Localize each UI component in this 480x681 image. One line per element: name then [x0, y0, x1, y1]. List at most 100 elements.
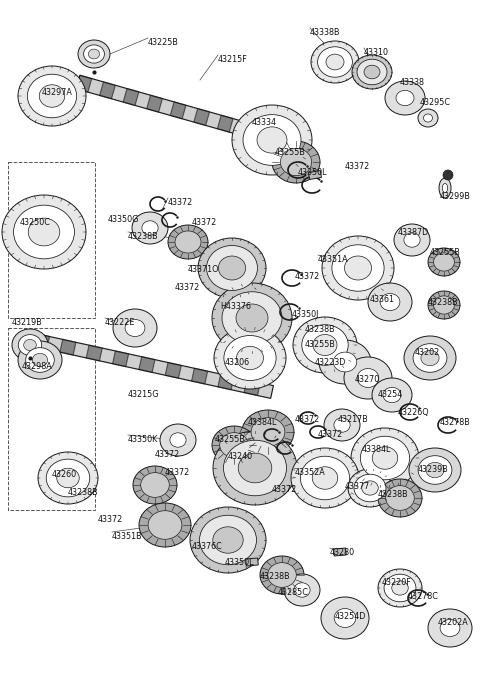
Ellipse shape — [38, 452, 98, 504]
Ellipse shape — [318, 47, 352, 77]
Ellipse shape — [218, 256, 246, 280]
Text: 43387D: 43387D — [398, 228, 429, 237]
Text: H43376: H43376 — [220, 302, 251, 311]
Ellipse shape — [224, 440, 287, 496]
Polygon shape — [123, 89, 139, 106]
Text: 43206: 43206 — [225, 358, 250, 367]
Ellipse shape — [418, 456, 452, 484]
Ellipse shape — [12, 329, 48, 361]
Text: 43338B: 43338B — [310, 28, 340, 37]
Ellipse shape — [222, 291, 282, 345]
Text: 43255B: 43255B — [430, 248, 461, 257]
Ellipse shape — [421, 350, 439, 366]
Ellipse shape — [404, 336, 456, 380]
Ellipse shape — [113, 309, 157, 347]
Ellipse shape — [433, 253, 455, 271]
Text: 43377: 43377 — [345, 482, 370, 491]
Ellipse shape — [332, 244, 384, 291]
Text: 43299B: 43299B — [440, 192, 471, 201]
Text: 43220F: 43220F — [382, 578, 412, 587]
Text: 43254: 43254 — [378, 390, 403, 399]
Ellipse shape — [386, 486, 414, 510]
Text: 43217B: 43217B — [338, 415, 369, 424]
Text: 43238B: 43238B — [68, 488, 98, 497]
Ellipse shape — [213, 431, 297, 505]
Ellipse shape — [168, 225, 208, 259]
Text: 43350K: 43350K — [128, 435, 158, 444]
Text: 43238B: 43238B — [128, 232, 158, 241]
Text: 43372: 43372 — [192, 218, 217, 227]
Ellipse shape — [372, 378, 412, 412]
Ellipse shape — [141, 473, 169, 497]
Text: 43278C: 43278C — [408, 592, 439, 601]
Text: 43350G: 43350G — [108, 215, 139, 224]
Ellipse shape — [348, 469, 392, 507]
Text: 43334: 43334 — [252, 118, 277, 127]
Text: 43372: 43372 — [345, 162, 370, 171]
Ellipse shape — [206, 245, 257, 291]
Ellipse shape — [18, 66, 86, 126]
Ellipse shape — [385, 81, 425, 115]
Text: 43238B: 43238B — [305, 325, 336, 334]
Text: 43361: 43361 — [370, 295, 395, 304]
Polygon shape — [170, 102, 186, 118]
Ellipse shape — [291, 448, 359, 508]
Ellipse shape — [84, 45, 105, 63]
Polygon shape — [86, 345, 102, 361]
Ellipse shape — [311, 41, 359, 83]
Text: 43260: 43260 — [52, 470, 77, 479]
Ellipse shape — [26, 347, 54, 373]
Text: 43350L: 43350L — [225, 558, 254, 567]
Text: 43350J: 43350J — [292, 310, 319, 319]
Ellipse shape — [426, 462, 444, 477]
Ellipse shape — [280, 148, 312, 176]
Ellipse shape — [354, 474, 386, 502]
Ellipse shape — [345, 256, 372, 280]
Polygon shape — [309, 170, 322, 180]
Text: 43297A: 43297A — [42, 88, 73, 97]
Text: 43376C: 43376C — [192, 542, 223, 551]
Ellipse shape — [13, 205, 74, 259]
Polygon shape — [100, 82, 115, 99]
Ellipse shape — [294, 583, 310, 597]
Ellipse shape — [439, 178, 451, 198]
Text: 43352A: 43352A — [295, 468, 326, 477]
Ellipse shape — [257, 127, 287, 153]
Ellipse shape — [139, 503, 191, 547]
Text: 43372: 43372 — [295, 272, 320, 281]
Ellipse shape — [251, 417, 285, 446]
Text: 43255B: 43255B — [215, 435, 246, 444]
Ellipse shape — [378, 569, 422, 607]
Ellipse shape — [232, 105, 312, 175]
Ellipse shape — [2, 195, 86, 269]
Polygon shape — [241, 122, 257, 139]
Ellipse shape — [394, 224, 430, 256]
Text: 43215F: 43215F — [218, 55, 248, 64]
Ellipse shape — [372, 447, 398, 469]
Ellipse shape — [243, 114, 301, 165]
Ellipse shape — [324, 409, 360, 441]
Text: 43278B: 43278B — [440, 418, 471, 427]
Ellipse shape — [242, 410, 294, 454]
Text: 43372: 43372 — [295, 415, 320, 424]
Ellipse shape — [428, 248, 460, 276]
Ellipse shape — [396, 91, 414, 106]
Ellipse shape — [268, 563, 296, 587]
Polygon shape — [113, 351, 129, 366]
Text: 43280: 43280 — [330, 548, 355, 557]
Polygon shape — [218, 374, 234, 390]
Ellipse shape — [300, 456, 349, 500]
Text: 43239B: 43239B — [418, 465, 449, 474]
Text: 43338: 43338 — [400, 78, 425, 87]
Ellipse shape — [312, 466, 338, 489]
Text: 43372: 43372 — [165, 468, 190, 477]
Ellipse shape — [170, 433, 186, 447]
Ellipse shape — [326, 54, 344, 70]
Ellipse shape — [237, 347, 264, 370]
Text: 43372: 43372 — [155, 450, 180, 459]
Ellipse shape — [200, 516, 256, 565]
Polygon shape — [334, 548, 346, 556]
Ellipse shape — [380, 294, 400, 311]
Ellipse shape — [313, 334, 337, 355]
Ellipse shape — [368, 283, 412, 321]
